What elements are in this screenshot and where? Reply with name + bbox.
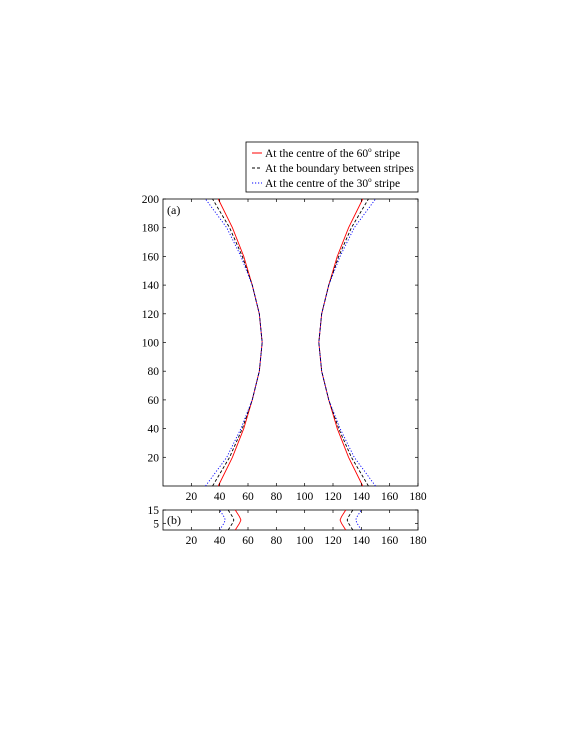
panel-a-series-0-left-curve xyxy=(217,198,263,487)
panel-b-x-tick-label-8: 180 xyxy=(409,535,427,547)
panel-a-y-tick-label-5: 120 xyxy=(142,309,160,321)
legend-label-2: At the centre of the 30o stripe xyxy=(265,176,400,190)
panel-a-y-tick-label-3: 80 xyxy=(148,366,160,378)
panel-a-x-tick-label-7: 160 xyxy=(381,491,399,503)
panel-a-x-tick-label-2: 60 xyxy=(242,491,254,503)
panel-b-x-tick-label-3: 80 xyxy=(271,535,283,547)
panel-a-y-tick-label-8: 180 xyxy=(142,223,160,235)
panel-b-x-tick-label-0: 20 xyxy=(186,535,198,547)
panel-b-x-tick-label-6: 140 xyxy=(353,535,371,547)
panel-b-series-0-left-curve xyxy=(234,509,242,531)
panel-a-y-tick-label-4: 100 xyxy=(142,338,160,350)
panel-a-series-0-right-curve xyxy=(318,198,364,487)
panel-a-x-tick-label-1: 40 xyxy=(214,491,226,503)
panel-a-curves xyxy=(205,198,376,487)
panel-b-x-tick-label-7: 160 xyxy=(381,535,399,547)
panel-a-x-tick-label-6: 140 xyxy=(353,491,371,503)
panel-a-label: (a) xyxy=(167,203,180,217)
panel-b-x-tick-label-1: 40 xyxy=(214,535,226,547)
panel-b-curves xyxy=(219,509,362,531)
panel-a-x-tick-label-8: 180 xyxy=(409,491,427,503)
panel-a-y-tick-label-0: 20 xyxy=(148,452,160,464)
panel-a-y-tick-label-1: 40 xyxy=(148,424,160,436)
panel-a-series-2-right-curve xyxy=(318,198,376,487)
legend-item-1: At the boundary between stripes xyxy=(252,163,414,175)
panel-b-series-0-right-curve xyxy=(339,509,347,531)
panel-a-y-tick-label-6: 140 xyxy=(142,280,160,292)
panel-b-series-1-right-curve xyxy=(346,509,354,531)
panel-a-series-1-right-curve xyxy=(318,198,369,487)
legend-label-0: At the centre of the 60o stripe xyxy=(265,146,400,160)
panel-a-series-1-left-curve xyxy=(212,198,263,487)
panel-b-series-2-left-curve xyxy=(219,509,226,531)
legend-box xyxy=(245,141,419,193)
panel-a-series-2-left-curve xyxy=(205,198,263,487)
panel-b-frame xyxy=(162,509,419,531)
panel-a-y-ticks: 20 40 60 80 100 120 140 160 180 200 xyxy=(142,194,418,464)
legend-item-0: At the centre of the 60o stripe xyxy=(252,146,400,160)
panel-b-label: (b) xyxy=(167,513,181,527)
panel-a-x-tick-label-0: 20 xyxy=(186,491,198,503)
panel-b-x-tick-label-5: 120 xyxy=(324,535,342,547)
panel-a-y-tick-label-2: 60 xyxy=(148,395,160,407)
panel-a-x-tick-label-4: 100 xyxy=(296,491,314,503)
panel-b-y-ticks: 515 xyxy=(148,505,418,530)
panel-b-y-tick-label-0: 5 xyxy=(153,518,159,530)
panel-a-y-tick-label-7: 160 xyxy=(142,251,160,263)
panel-a-x-tick-label-5: 120 xyxy=(324,491,342,503)
panel-b-series-1-left-curve xyxy=(227,509,235,531)
panel-a: (a) 20 40 60 80 100 120 140 160 180 20 40 60 80 100 1… xyxy=(142,194,427,503)
legend: At the centre of the 60o stripe At the b… xyxy=(245,141,419,193)
panel-b-series-2-right-curve xyxy=(355,509,362,531)
panel-b-y-tick-label-1: 15 xyxy=(148,505,160,517)
panel-a-x-tick-label-3: 80 xyxy=(271,491,283,503)
panel-b-x-tick-label-2: 60 xyxy=(242,535,254,547)
panel-b: (b) 20 40 60 80 100 120 140 160 180 515 xyxy=(148,505,427,547)
panel-b-x-tick-label-4: 100 xyxy=(296,535,314,547)
panel-a-x-ticks: 20 40 60 80 100 120 140 160 180 xyxy=(186,199,427,503)
panel-b-x-ticks: 20 40 60 80 100 120 140 160 180 xyxy=(186,510,427,547)
legend-label-1: At the boundary between stripes xyxy=(265,163,414,175)
panel-a-y-tick-label-9: 200 xyxy=(142,194,160,206)
legend-item-2: At the centre of the 30o stripe xyxy=(252,176,400,190)
panel-a-frame xyxy=(162,198,419,487)
